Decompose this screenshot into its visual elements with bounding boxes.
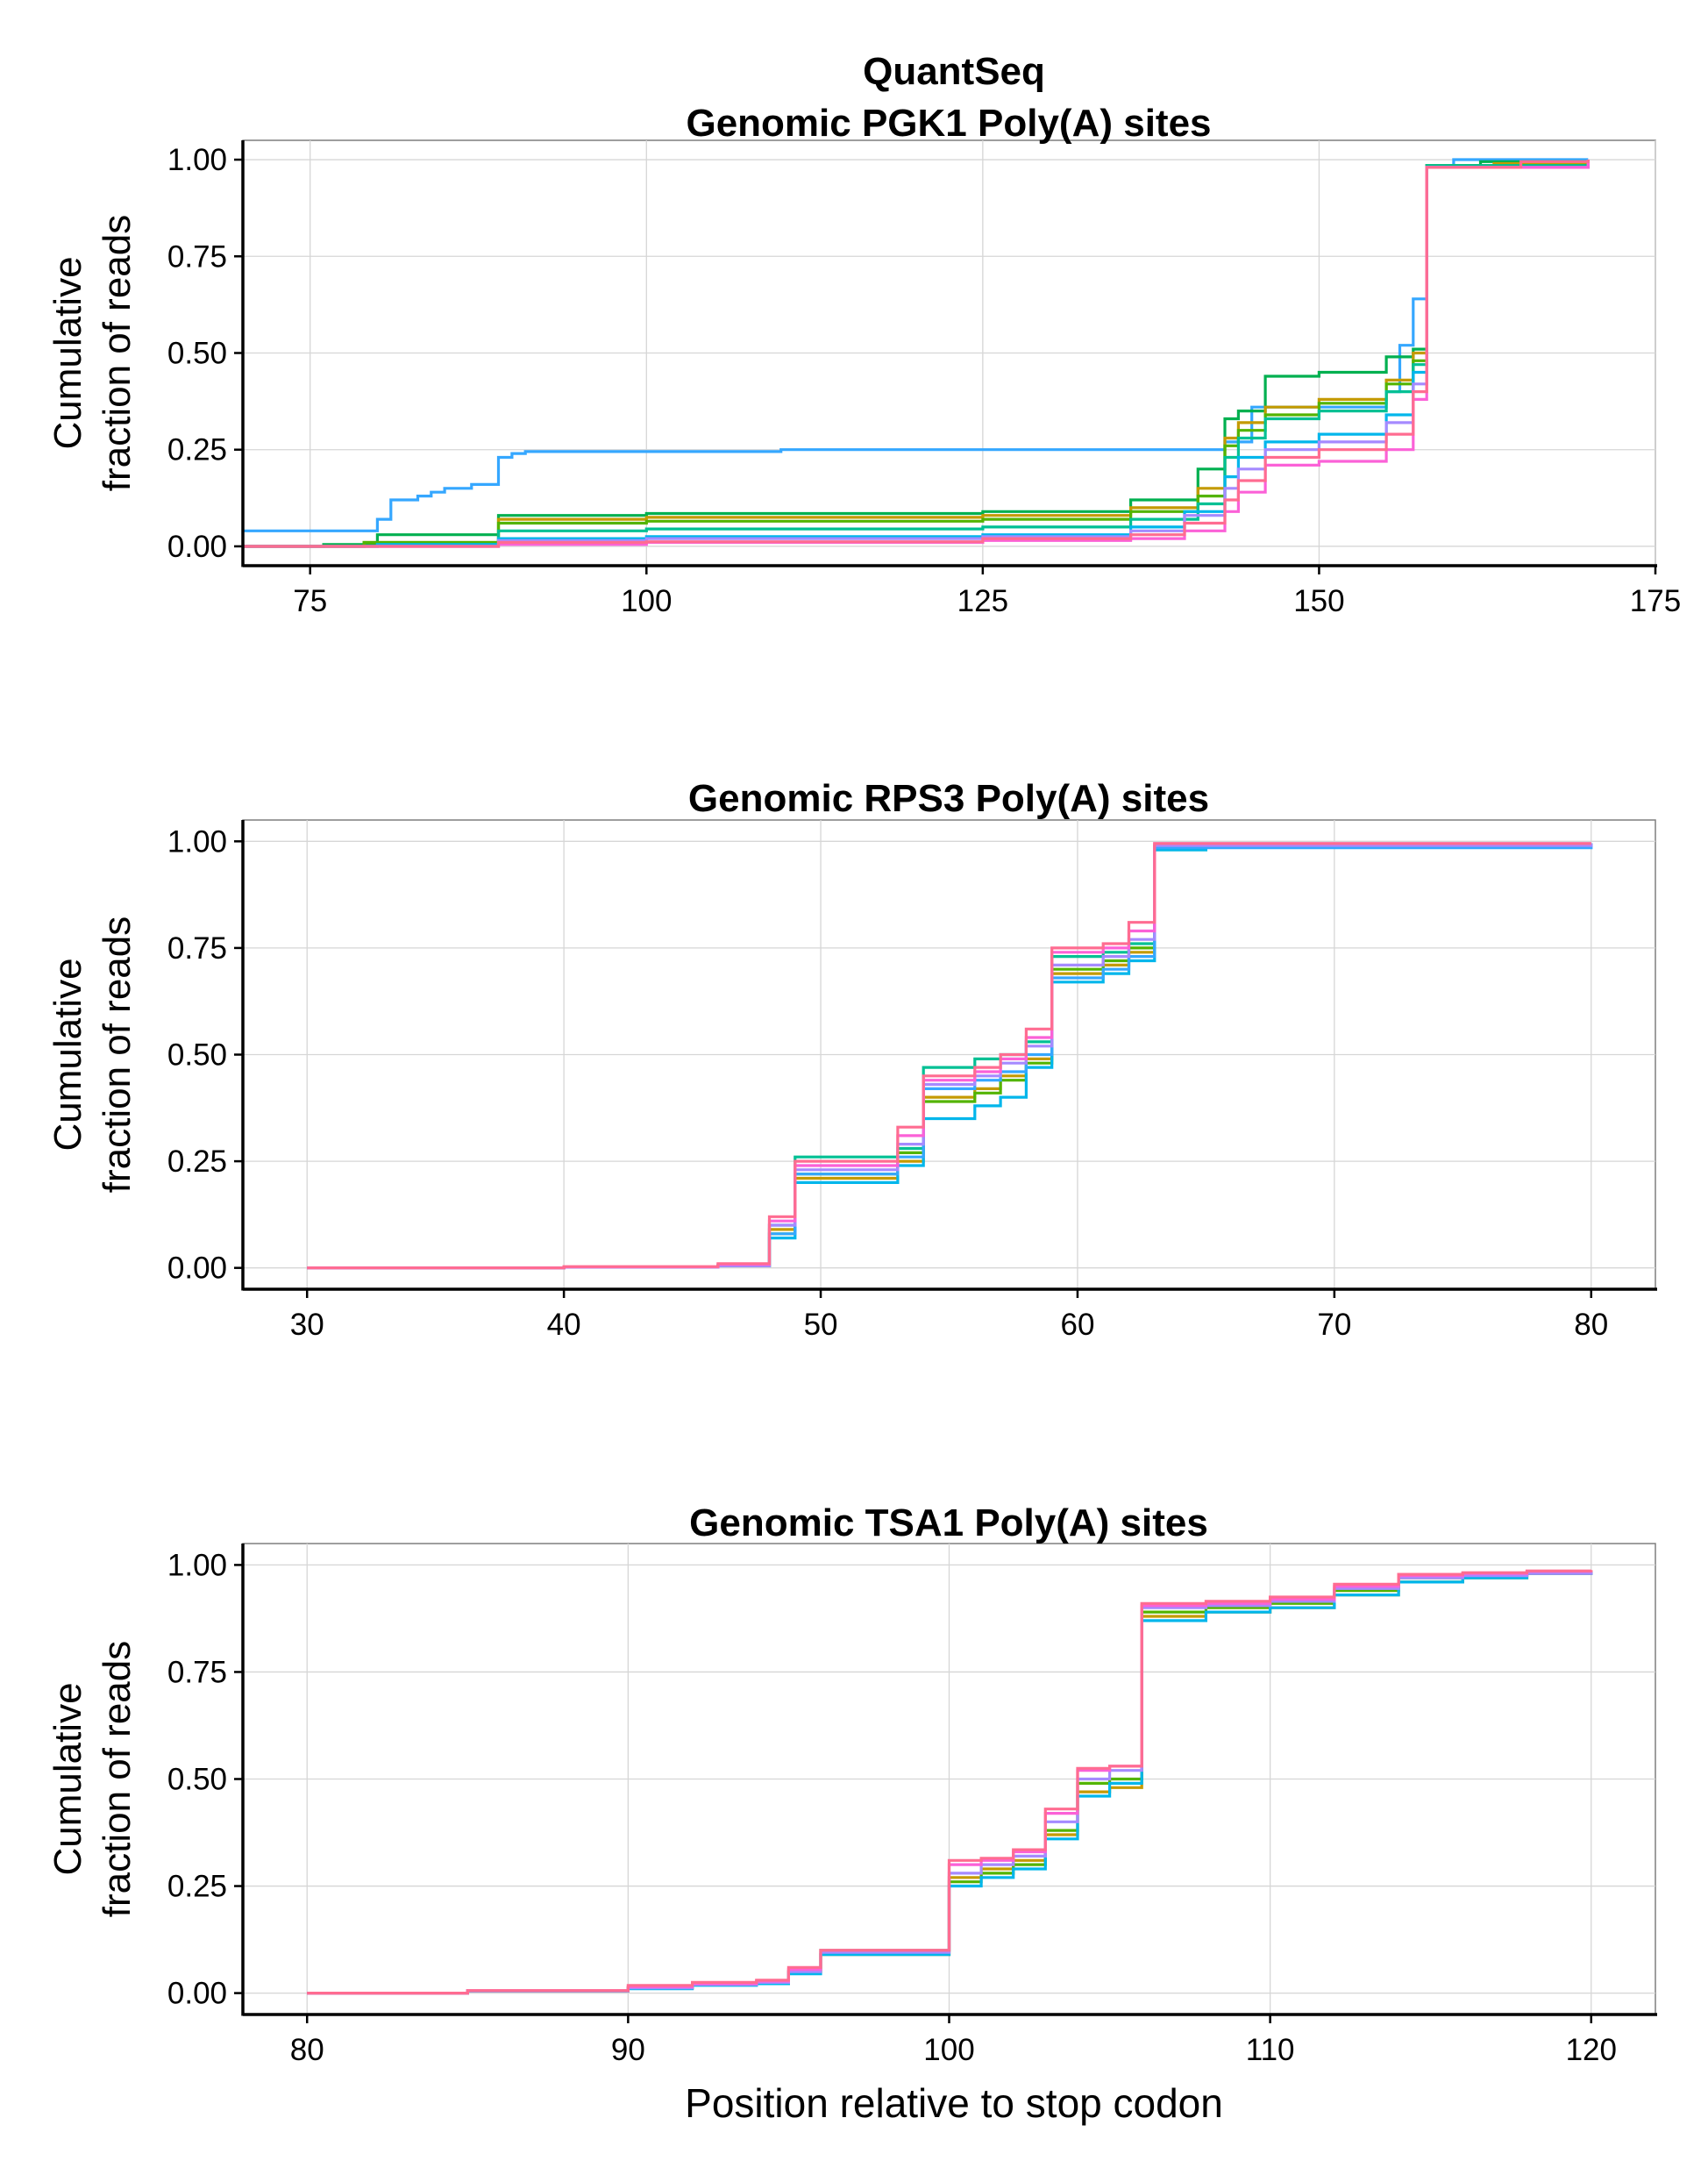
series-group xyxy=(243,158,1590,548)
y-tick-label: 1.00 xyxy=(167,824,227,859)
y-tick-label: 0.25 xyxy=(167,433,227,467)
series-group xyxy=(307,842,1593,1270)
y-tick-label: 0.50 xyxy=(167,1763,227,1797)
panel-title: Genomic TSA1 Poly(A) sites xyxy=(689,1501,1208,1544)
x-tick-label: 30 xyxy=(290,1308,324,1342)
figure-title: QuantSeq xyxy=(863,50,1045,93)
x-tick-label: 125 xyxy=(957,584,1008,618)
panel-1: 75 100 125 150 175 0.00 0.25 0.50 0.75 1.00 Genomi… xyxy=(46,102,1681,618)
x-axis-label: Position relative to stop codon xyxy=(685,2080,1223,2126)
series-group xyxy=(307,1569,1593,1995)
series-line-8 xyxy=(307,842,1591,1270)
y-tick-label: 0.00 xyxy=(167,530,227,564)
y-tick-label: 0.75 xyxy=(167,239,227,274)
x-tick-label: 80 xyxy=(1574,1308,1608,1342)
x-tick-label: 75 xyxy=(293,584,327,618)
y-axis-label-line1: Cumulative xyxy=(46,958,89,1151)
x-tick-label: 100 xyxy=(621,584,672,618)
y-axis-label-line1: Cumulative xyxy=(46,256,89,449)
x-tick-label: 60 xyxy=(1060,1308,1094,1342)
y-tick-label: 0.75 xyxy=(167,931,227,966)
y-tick-label: 0.25 xyxy=(167,1870,227,1904)
y-tick-label: 0.75 xyxy=(167,1655,227,1689)
y-axis-label-line1: Cumulative xyxy=(46,1682,89,1875)
panels: 75 100 125 150 175 0.00 0.25 0.50 0.75 1.00 Genomi… xyxy=(46,102,1681,2067)
y-tick-label: 0.00 xyxy=(167,1977,227,2011)
y-tick-label: 0.00 xyxy=(167,1252,227,1286)
x-tick-label: 100 xyxy=(923,2033,974,2067)
panel-title: Genomic RPS3 Poly(A) sites xyxy=(688,777,1209,820)
y-axis-label-line2: fraction of reads xyxy=(96,1641,139,1918)
y-tick-label: 0.50 xyxy=(167,1038,227,1073)
y-tick-label: 0.25 xyxy=(167,1145,227,1179)
y-tick-label: 1.00 xyxy=(167,1548,227,1582)
series-line-9 xyxy=(243,160,1590,548)
y-tick-label: 1.00 xyxy=(167,143,227,177)
x-tick-label: 110 xyxy=(1246,2033,1295,2067)
series-line-1 xyxy=(243,158,1589,532)
y-tick-label: 0.50 xyxy=(167,337,227,371)
y-axis-label-line2: fraction of reads xyxy=(96,215,139,492)
y-axis-label-line2: fraction of reads xyxy=(96,916,139,1194)
panel-2: 30 40 50 60 70 80 0.00 0.25 0.50 0.75 1.00 Genomic … xyxy=(46,777,1657,1342)
x-tick-label: 80 xyxy=(290,2033,324,2067)
panel-title: Genomic PGK1 Poly(A) sites xyxy=(686,102,1211,145)
x-tick-label: 70 xyxy=(1317,1308,1351,1342)
x-tick-label: 40 xyxy=(547,1308,581,1342)
x-tick-label: 90 xyxy=(611,2033,645,2067)
x-tick-label: 175 xyxy=(1630,584,1681,618)
panel-3: 80 90 100 110 120 0.00 0.25 0.50 0.75 1.00 Genomic… xyxy=(46,1501,1657,2067)
series-line-6 xyxy=(307,1569,1593,1995)
x-tick-label: 120 xyxy=(1566,2033,1617,2067)
x-tick-label: 150 xyxy=(1293,584,1344,618)
x-tick-label: 50 xyxy=(804,1308,838,1342)
